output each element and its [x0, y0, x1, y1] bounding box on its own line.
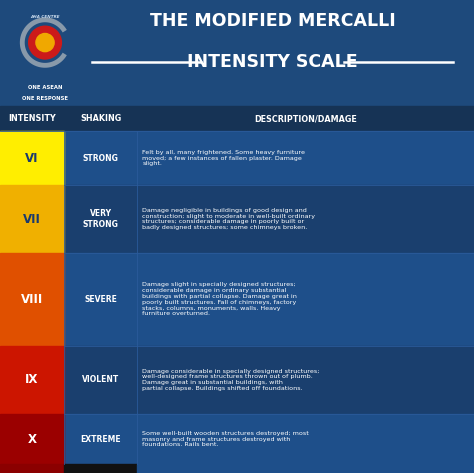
Bar [0, 414, 64, 464]
Text: STRONG: STRONG [83, 154, 118, 163]
Text: Damage slight in specially designed structures;
considerable damage in ordinary : Damage slight in specially designed stru… [142, 282, 297, 316]
Bar [0, 464, 64, 473]
Bar [0, 131, 64, 185]
Text: VI: VI [25, 152, 39, 165]
Text: ONE ASEAN: ONE ASEAN [28, 85, 62, 90]
Text: THE MODIFIED MERCALLI: THE MODIFIED MERCALLI [150, 12, 395, 30]
Bar [0, 185, 64, 253]
Text: INTENSITY SCALE: INTENSITY SCALE [187, 53, 358, 71]
Text: INTENSITY: INTENSITY [8, 114, 56, 123]
Bar [0, 346, 64, 414]
Text: DESCRIPTION/DAMAGE: DESCRIPTION/DAMAGE [255, 114, 357, 123]
Text: VIOLENT: VIOLENT [82, 376, 119, 385]
Bar [0, 253, 64, 346]
Text: SEVERE: SEVERE [84, 295, 117, 304]
Bar [137, 464, 474, 473]
Text: VERY
STRONG: VERY STRONG [83, 210, 118, 229]
Bar [64, 346, 474, 414]
Bar [64, 464, 137, 473]
Text: EXTREME: EXTREME [81, 435, 121, 444]
Text: VII: VII [23, 212, 41, 226]
Text: Some well-built wooden structures destroyed; most
masonry and frame structures d: Some well-built wooden structures destro… [142, 431, 309, 447]
Text: AHA CENTRE: AHA CENTRE [30, 15, 60, 19]
Text: X: X [27, 433, 36, 446]
Text: IX: IX [25, 373, 39, 386]
Bar [64, 131, 474, 185]
Bar [64, 185, 474, 253]
Circle shape [28, 26, 62, 59]
Text: Felt by all, many frightened. Some heavy furniture
moved; a few instances of fal: Felt by all, many frightened. Some heavy… [142, 150, 305, 166]
Text: ONE RESPONSE: ONE RESPONSE [22, 96, 68, 102]
Text: Damage considerable in specially designed structures;
well-designed frame struct: Damage considerable in specially designe… [142, 368, 319, 391]
Bar [64, 253, 474, 346]
Text: Damage negligible in buildings of good design and
construction; slight to modera: Damage negligible in buildings of good d… [142, 208, 315, 230]
Circle shape [36, 34, 54, 52]
Bar [0, 0, 474, 106]
Bar [0, 106, 474, 131]
Text: SHAKING: SHAKING [80, 114, 121, 123]
Bar [64, 414, 474, 464]
Text: VIII: VIII [21, 293, 43, 306]
